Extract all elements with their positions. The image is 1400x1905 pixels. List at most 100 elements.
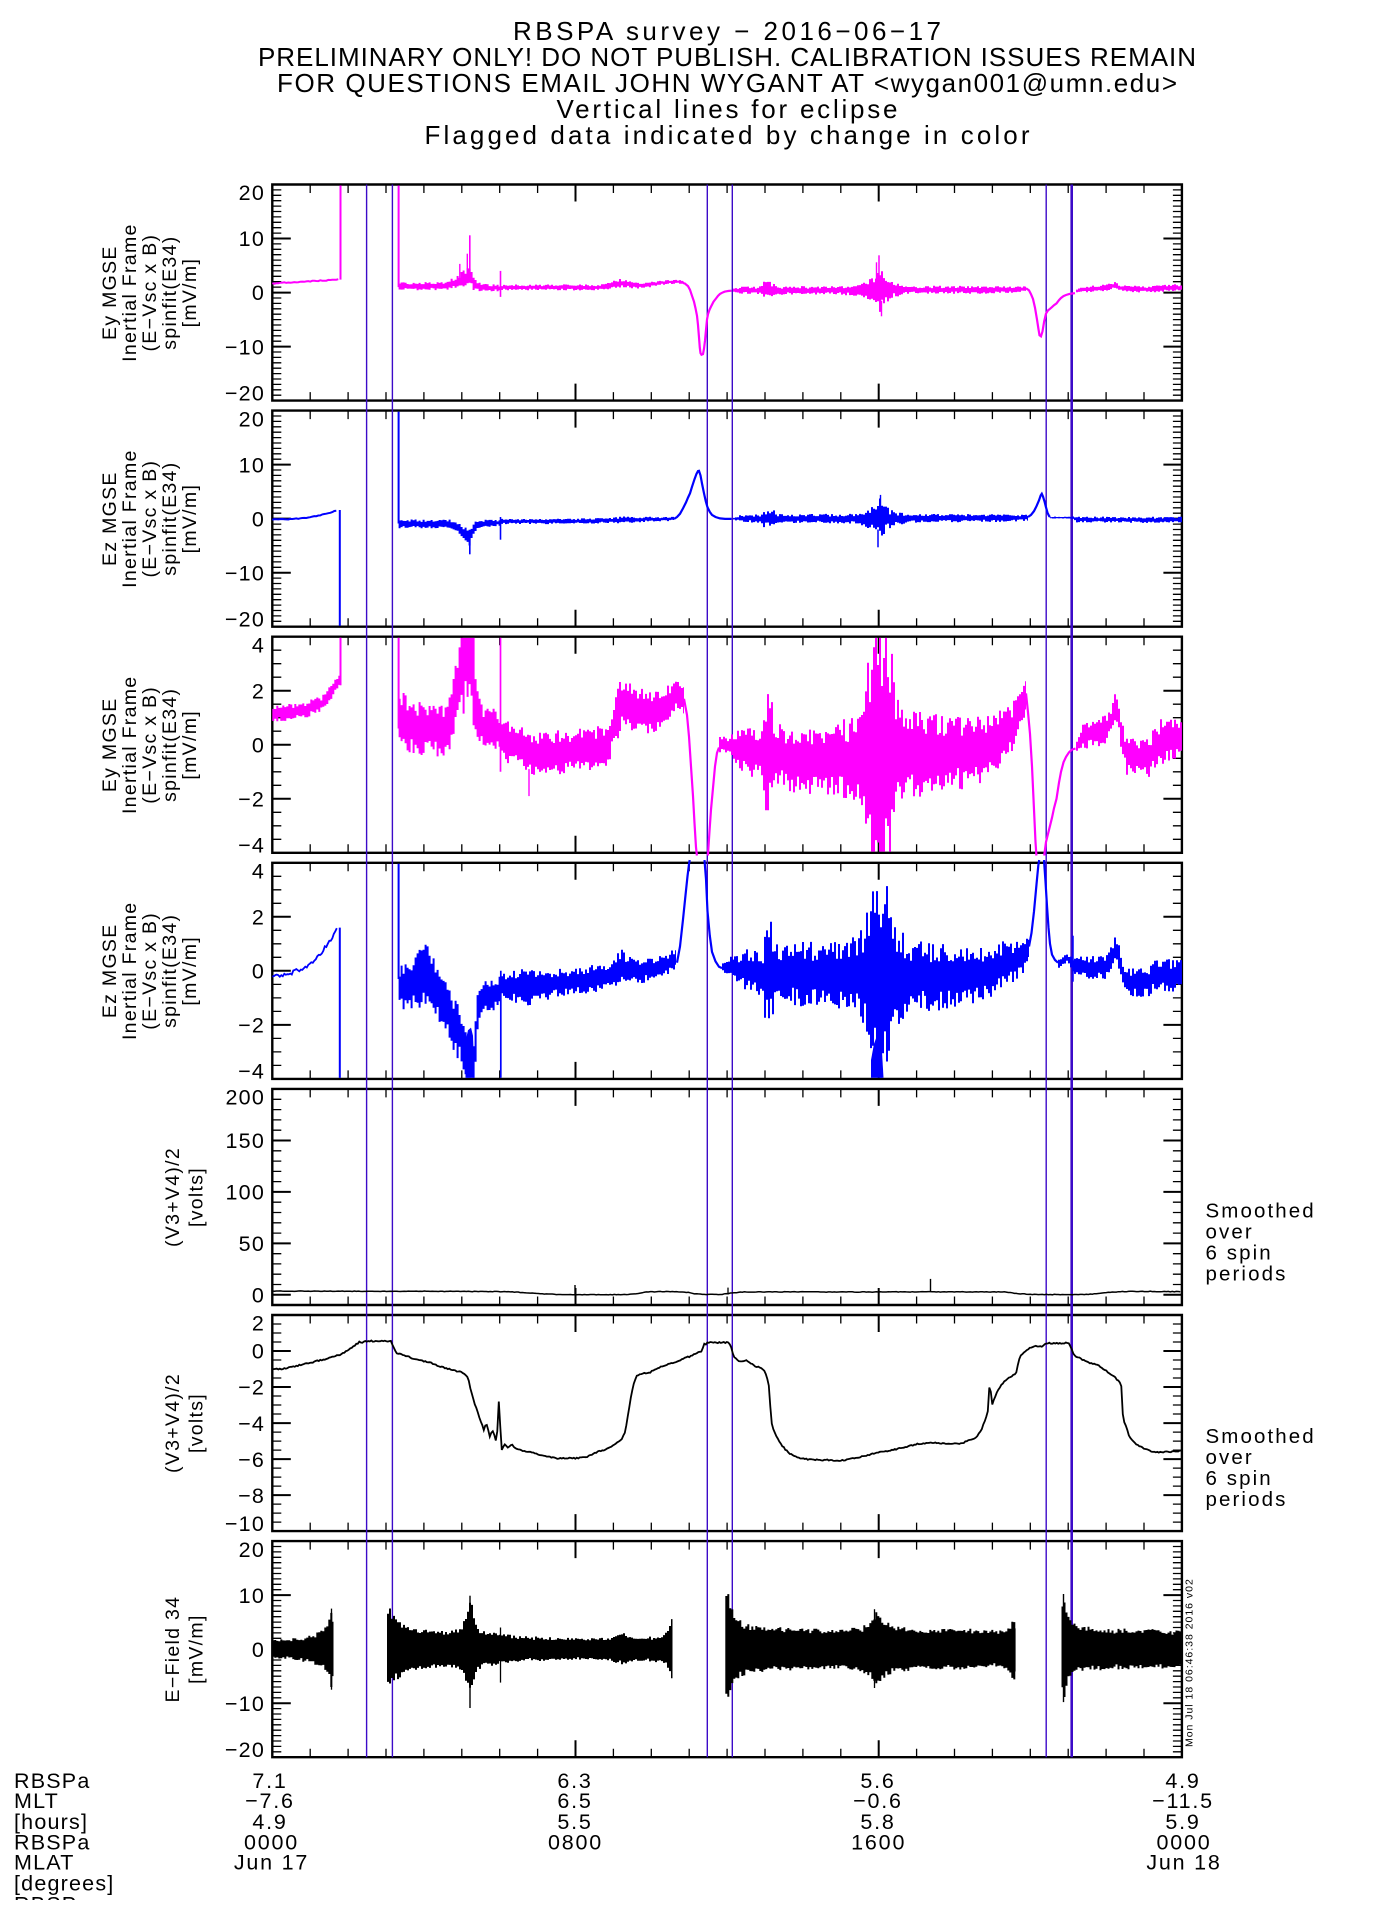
svg-text:10: 10 [239,453,265,477]
svg-text:200: 200 [226,1086,265,1110]
svg-text:RBSPa: RBSPa [14,1769,91,1793]
svg-text:−11.5: −11.5 [1152,1789,1214,1813]
svg-text:0: 0 [252,960,265,984]
svg-text:0: 0 [252,1284,265,1308]
svg-text:(E−Vsc x B): (E−Vsc x B) [139,912,161,1030]
svg-text:−4: −4 [238,1412,265,1436]
svg-text:(E−Vsc x B): (E−Vsc x B) [139,686,161,804]
svg-text:[hours]: [hours] [14,1810,88,1834]
svg-text:6 spin: 6 spin [1206,1242,1273,1265]
svg-text:−10: −10 [225,335,265,359]
svg-text:0000: 0000 [244,1831,299,1855]
svg-text:5.8: 5.8 [860,1810,895,1834]
svg-text:over: over [1206,1446,1254,1469]
svg-text:[mV/m]: [mV/m] [179,936,201,1006]
svg-text:2: 2 [252,679,265,703]
svg-text:100: 100 [226,1181,265,1205]
svg-text:RBSPa: RBSPa [14,1831,91,1855]
svg-text:−2: −2 [238,1014,265,1038]
svg-text:Jun 18: Jun 18 [1146,1851,1221,1875]
svg-text:(E−Vsc x B): (E−Vsc x B) [139,234,161,352]
svg-text:Vertical lines for eclipse: Vertical lines for eclipse [557,94,898,124]
svg-text:−0.6: −0.6 [853,1789,903,1813]
svg-text:0800: 0800 [548,1831,603,1855]
svg-text:Smoothed: Smoothed [1206,1200,1316,1223]
svg-text:2: 2 [252,906,265,930]
svg-text:6 spin: 6 spin [1206,1467,1273,1490]
svg-text:spinfit(E34): spinfit(E34) [159,235,181,349]
svg-text:FOR QUESTIONS EMAIL JOHN WYGAN: FOR QUESTIONS EMAIL JOHN WYGANT AT <wyga… [277,68,1177,98]
svg-text:−10: −10 [225,561,265,585]
svg-text:periods: periods [1206,1488,1288,1511]
svg-text:20: 20 [239,1538,265,1562]
svg-text:20: 20 [239,407,265,431]
svg-text:−20: −20 [225,381,265,405]
svg-text:0: 0 [252,507,265,531]
svg-text:RBSPa: RBSPa [14,1893,91,1900]
svg-text:4.9: 4.9 [1165,1769,1200,1793]
svg-text:Jun 17: Jun 17 [234,1851,309,1875]
svg-text:(E−Vsc x B): (E−Vsc x B) [139,460,161,578]
svg-text:periods: periods [1206,1263,1288,1286]
svg-text:Inertial Frame: Inertial Frame [119,449,141,588]
svg-text:1600: 1600 [851,1831,906,1855]
svg-text:−10: −10 [225,1692,265,1716]
svg-text:(V3+V4)/2: (V3+V4)/2 [162,1373,184,1473]
svg-text:Inertial Frame: Inertial Frame [119,223,141,362]
svg-text:0: 0 [252,1340,265,1364]
svg-text:E−Field 34: E−Field 34 [162,1596,184,1703]
svg-text:10: 10 [239,1584,265,1608]
svg-text:Ez MGSE: Ez MGSE [99,923,121,1018]
svg-text:Mon Jul 18 06:46:38 2016 v02: Mon Jul 18 06:46:38 2016 v02 [1184,1579,1196,1747]
svg-text:−2: −2 [238,1376,265,1400]
svg-text:−4: −4 [238,1060,265,1084]
svg-text:Ey MGSE: Ey MGSE [99,245,121,340]
svg-text:0: 0 [252,281,265,305]
svg-text:4.9: 4.9 [252,1810,287,1834]
svg-text:−10: −10 [225,1512,265,1536]
svg-text:5.5: 5.5 [557,1810,592,1834]
svg-text:[mV/m]: [mV/m] [186,1614,208,1684]
svg-text:4: 4 [252,633,265,657]
svg-text:−8: −8 [238,1484,265,1508]
svg-text:−2: −2 [238,788,265,812]
svg-text:−6: −6 [238,1448,265,1472]
svg-text:PRELIMINARY ONLY! DO NOT PUBLI: PRELIMINARY ONLY! DO NOT PUBLISH. CALIBR… [258,42,1196,72]
svg-text:−20: −20 [225,1738,265,1762]
svg-text:50: 50 [239,1232,265,1256]
svg-text:0000: 0000 [1156,1831,1211,1855]
svg-text:10: 10 [239,227,265,251]
svg-text:150: 150 [226,1129,265,1153]
svg-text:−20: −20 [225,607,265,631]
svg-text:[mV/m]: [mV/m] [179,484,201,554]
svg-text:spinfit(E34): spinfit(E34) [159,461,181,575]
svg-text:[mV/m]: [mV/m] [179,258,201,328]
svg-text:Smoothed: Smoothed [1206,1425,1316,1448]
svg-text:[degrees]: [degrees] [14,1872,114,1896]
svg-text:Inertial Frame: Inertial Frame [119,902,141,1041]
svg-text:0: 0 [252,734,265,758]
svg-text:Ey MGSE: Ey MGSE [99,697,121,792]
svg-text:[volts]: [volts] [186,1167,208,1227]
svg-text:Ez MGSE: Ez MGSE [99,471,121,566]
svg-text:5.9: 5.9 [1165,1810,1200,1834]
svg-text:20: 20 [239,181,265,205]
svg-text:spinfit(E34): spinfit(E34) [159,914,181,1028]
svg-text:−7.6: −7.6 [245,1789,295,1813]
svg-text:−4: −4 [238,834,265,858]
svg-text:Inertial Frame: Inertial Frame [119,676,141,815]
svg-text:over: over [1206,1221,1254,1244]
svg-text:5.6: 5.6 [860,1769,895,1793]
svg-text:[mV/m]: [mV/m] [179,710,201,780]
svg-text:Flagged data indicated by chan: Flagged data indicated by change in colo… [425,120,1030,150]
svg-text:(V3+V4)/2: (V3+V4)/2 [162,1147,184,1247]
svg-text:6.5: 6.5 [557,1789,592,1813]
svg-text:MLT: MLT [14,1789,59,1813]
svg-text:spinfit(E34): spinfit(E34) [159,688,181,802]
svg-text:7.1: 7.1 [252,1769,287,1793]
svg-text:4: 4 [252,860,265,884]
svg-text:0: 0 [252,1638,265,1662]
svg-text:6.3: 6.3 [557,1769,592,1793]
svg-text:[volts]: [volts] [186,1393,208,1453]
svg-text:2: 2 [252,1312,265,1336]
